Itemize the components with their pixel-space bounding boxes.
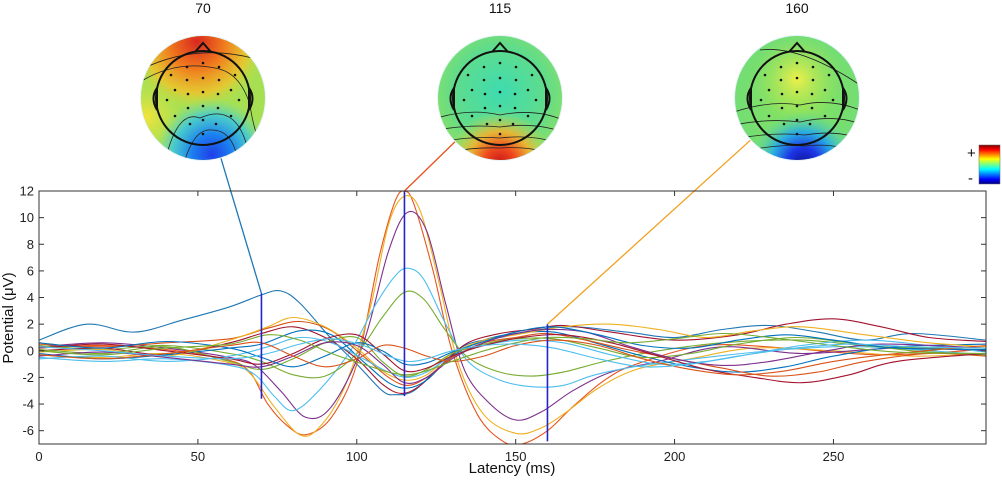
y-tick-label: 10 [20, 210, 34, 225]
topomap-160: 160 [734, 0, 860, 161]
series-line-9 [39, 320, 986, 386]
colorbar-plus-label: + [967, 145, 976, 162]
connector-line-115 [403, 141, 456, 192]
series-line-4 [39, 210, 986, 421]
plot-area: 0 50 100 150 200 250 -6 -4 -2 0 2 4 6 8 10 12 Latency … [0, 139, 987, 477]
x-tick-label: 250 [823, 449, 845, 464]
plot-frame [38, 190, 987, 445]
series-line-14 [39, 333, 986, 384]
electrode-dots [759, 61, 835, 136]
connector-layer [220, 139, 751, 325]
series-line-1 [39, 290, 986, 396]
topomap-label-160: 160 [785, 0, 809, 16]
colorbar: + - [967, 144, 1001, 187]
x-tick-label: 100 [346, 449, 368, 464]
series-line-18 [39, 338, 986, 368]
topomap-115: 115 [437, 0, 563, 161]
y-axis-label: Potential (μV) [0, 272, 17, 363]
x-tick-label: 200 [664, 449, 686, 464]
connector-line-70 [220, 158, 263, 294]
marker-layer [260, 191, 549, 442]
connector-line-160 [547, 139, 751, 325]
electrode-dots [165, 61, 241, 136]
electrode-dots [462, 61, 538, 136]
y-tick-label: -4 [22, 397, 34, 412]
series-line-17 [39, 332, 986, 376]
series-line-15 [39, 326, 986, 368]
y-tick-label: 8 [27, 237, 34, 252]
x-tick-label: 50 [191, 449, 205, 464]
y-tick-label: -2 [22, 370, 34, 385]
x-tick-label: 0 [35, 449, 42, 464]
y-tick-label: 6 [27, 263, 34, 278]
y-tick-label: 0 [27, 343, 34, 358]
series-line-12 [39, 335, 986, 377]
head-outline-icon [746, 41, 848, 146]
y-axis: -6 -4 -2 0 2 4 6 8 10 12 [20, 184, 986, 438]
series-layer [39, 191, 986, 444]
head-outline-icon [152, 41, 254, 146]
y-tick-label: 4 [27, 290, 34, 305]
series-line-2 [39, 191, 986, 444]
topomap-70: 70 [140, 0, 266, 161]
series-line-13 [39, 328, 986, 384]
y-tick-label: 12 [20, 184, 34, 199]
topomap-label-115: 115 [489, 0, 512, 16]
y-tick-label: -6 [22, 423, 34, 438]
x-tick-label: 150 [505, 449, 527, 464]
y-tick-label: 2 [27, 317, 34, 332]
head-outline-icon [449, 41, 551, 146]
topomap-label-70: 70 [195, 0, 211, 16]
colorbar-minus-label: - [968, 170, 973, 187]
x-axis-label: Latency (ms) [469, 460, 556, 477]
x-axis: 0 50 100 150 200 250 [35, 191, 844, 464]
series-line-5 [39, 267, 986, 412]
